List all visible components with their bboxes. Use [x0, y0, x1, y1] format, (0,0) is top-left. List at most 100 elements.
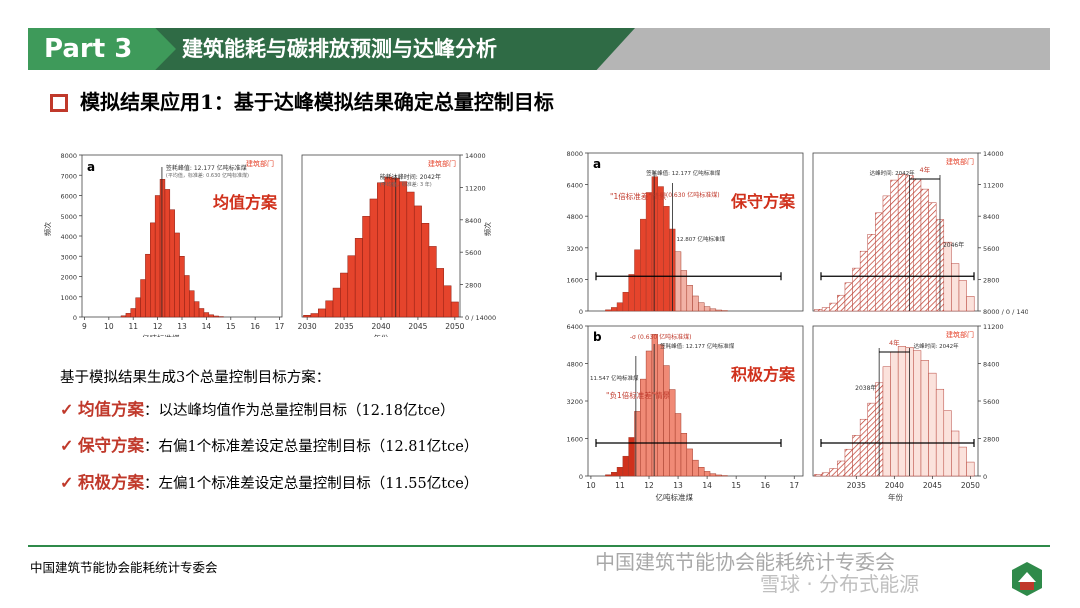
x-axis-label: 年份 [374, 333, 389, 337]
y-tick-label: 14000 [465, 152, 486, 160]
histogram-bar [897, 174, 907, 312]
watermark-org: 中国建筑节能协会能耗统计专委会 [595, 550, 895, 574]
histogram-bar [640, 218, 647, 312]
x-tick-label: 17 [790, 481, 800, 490]
histogram-bar [951, 263, 960, 312]
slide-subtitle: 模拟结果应用1：基于达峰模拟结果确定总量控制目标 [80, 90, 554, 114]
histogram-bar [674, 413, 682, 477]
histogram-bar [154, 195, 161, 318]
x-tick-label: 12 [153, 322, 163, 331]
header-title: 建筑能耗与碳排放预测与达峰分析 [182, 37, 497, 61]
histogram-bar [413, 205, 422, 318]
x-tick-label: 17 [275, 322, 285, 331]
plan-overlay-label: 保守方案 [730, 192, 796, 211]
y-tick-label: 7000 [60, 172, 77, 180]
y-tick-label: 5600 [983, 398, 1000, 406]
histogram-bar [837, 294, 846, 312]
histogram-bar [384, 176, 393, 318]
histogram-bar [709, 473, 717, 477]
y-tick-label: 4800 [566, 361, 583, 369]
y-tick-label: 5600 [983, 245, 1000, 253]
histogram-bar [837, 460, 846, 477]
histogram-bar [169, 209, 175, 318]
annotation: 能耗达峰时间: 2042年 [380, 173, 441, 181]
histogram-bar [616, 302, 624, 312]
y-tick-label: 8000 / 0 / 14000 [983, 308, 1028, 316]
histogram-bar [610, 472, 618, 477]
check-icon: ✓ [60, 473, 74, 492]
histogram-bar [198, 308, 205, 318]
x-tick-label: 2035 [335, 322, 354, 331]
histogram-bar [208, 314, 214, 318]
y-tick-label: 2800 [983, 436, 1000, 444]
histogram-bar [859, 418, 868, 477]
annotation: σ (0.630 亿吨标准煤) [660, 191, 719, 199]
histogram-bar [135, 297, 141, 318]
annotation: 签耗峰值: 12.177 亿吨标准煤 [166, 164, 247, 172]
y-tick-label: 8400 [465, 217, 482, 225]
histogram-bar [362, 216, 371, 318]
histogram-bar [882, 195, 891, 312]
y-tick-label: 8400 [983, 213, 1000, 221]
histogram-bar [399, 181, 408, 318]
y-tick-label: 0 [579, 308, 583, 316]
x-tick-label: 13 [177, 322, 187, 331]
x-tick-label: 16 [250, 322, 260, 331]
plan-name: 保守方案 [78, 436, 145, 455]
x-axis-label: 亿吨标准煤 [656, 492, 694, 502]
histogram-bar [663, 206, 670, 312]
histogram-bar [130, 308, 136, 318]
histogram-bar [715, 474, 722, 477]
histogram-bar [821, 472, 830, 477]
histogram-bar [897, 346, 907, 477]
histogram-bar [145, 253, 151, 318]
plan-row-conservative: ✓ 保守方案：右偏1个标准差设定总量控制目标（12.81亿tce） [60, 436, 478, 457]
histogram-bar [174, 232, 180, 318]
y-axis-label: 频次 [483, 222, 492, 236]
histogram-bar [859, 250, 868, 312]
annotation: 达峰时间: 2042年 [914, 342, 960, 350]
histogram-bar [698, 302, 705, 312]
plan-desc: 右偏1个标准差设定总量控制目标（12.81亿tce） [158, 439, 479, 455]
annotation: "1倍标准差"情景 [610, 191, 667, 201]
histogram-bar [829, 468, 838, 477]
histogram-bar [120, 315, 127, 318]
histogram-bar [875, 212, 884, 312]
annotation: "负1倍标准差"情景 [606, 390, 671, 400]
x-tick-label: 2035 [847, 481, 866, 490]
y-tick-label: 1600 [566, 276, 583, 284]
y-tick-label: 8400 [983, 361, 1000, 369]
histogram-bar [628, 274, 635, 312]
annotation: -σ (0.630 亿吨标准煤) [630, 333, 692, 341]
plan-colon: ： [144, 439, 159, 455]
annotation: 12.807 亿吨标准煤 [676, 235, 725, 243]
x-tick-label: 15 [731, 481, 741, 490]
histogram-bar [184, 275, 190, 318]
plan-overlay-label: 积极方案 [731, 365, 796, 384]
histogram-bar [928, 202, 937, 312]
y-tick-label: 0 [73, 314, 77, 322]
histogram-bar [882, 366, 891, 477]
plan-colon: ： [144, 403, 159, 419]
histogram-bar [634, 411, 641, 477]
x-tick-label: 2050 [961, 481, 980, 490]
histogram-bar [164, 189, 171, 318]
histogram-bar [698, 467, 705, 477]
panel-label: a [87, 160, 95, 174]
annotation-sub: (平均值，标准差: 0.630 亿吨标准煤) [166, 172, 249, 179]
panel-label: a [593, 157, 601, 171]
plan-desc: 以达峰均值作为总量控制目标（12.18亿tce） [158, 403, 455, 419]
histogram-bar [634, 249, 641, 312]
histogram-bar [140, 279, 146, 318]
y-tick-label: 11200 [983, 182, 1004, 190]
y-tick-label: 3000 [60, 253, 77, 261]
x-tick-label: 2040 [885, 481, 904, 490]
histogram-bar [958, 446, 967, 477]
plan-row-aggressive: ✓ 积极方案：左偏1个标准差设定总量控制目标（11.55亿tce） [60, 473, 478, 494]
histogram-bar [958, 280, 967, 312]
histogram-bar [421, 223, 430, 318]
histogram-bar [674, 251, 682, 312]
y-tick-label: 1600 [566, 436, 583, 444]
x-tick-label: 2030 [298, 322, 317, 331]
histogram-bar [913, 350, 922, 477]
